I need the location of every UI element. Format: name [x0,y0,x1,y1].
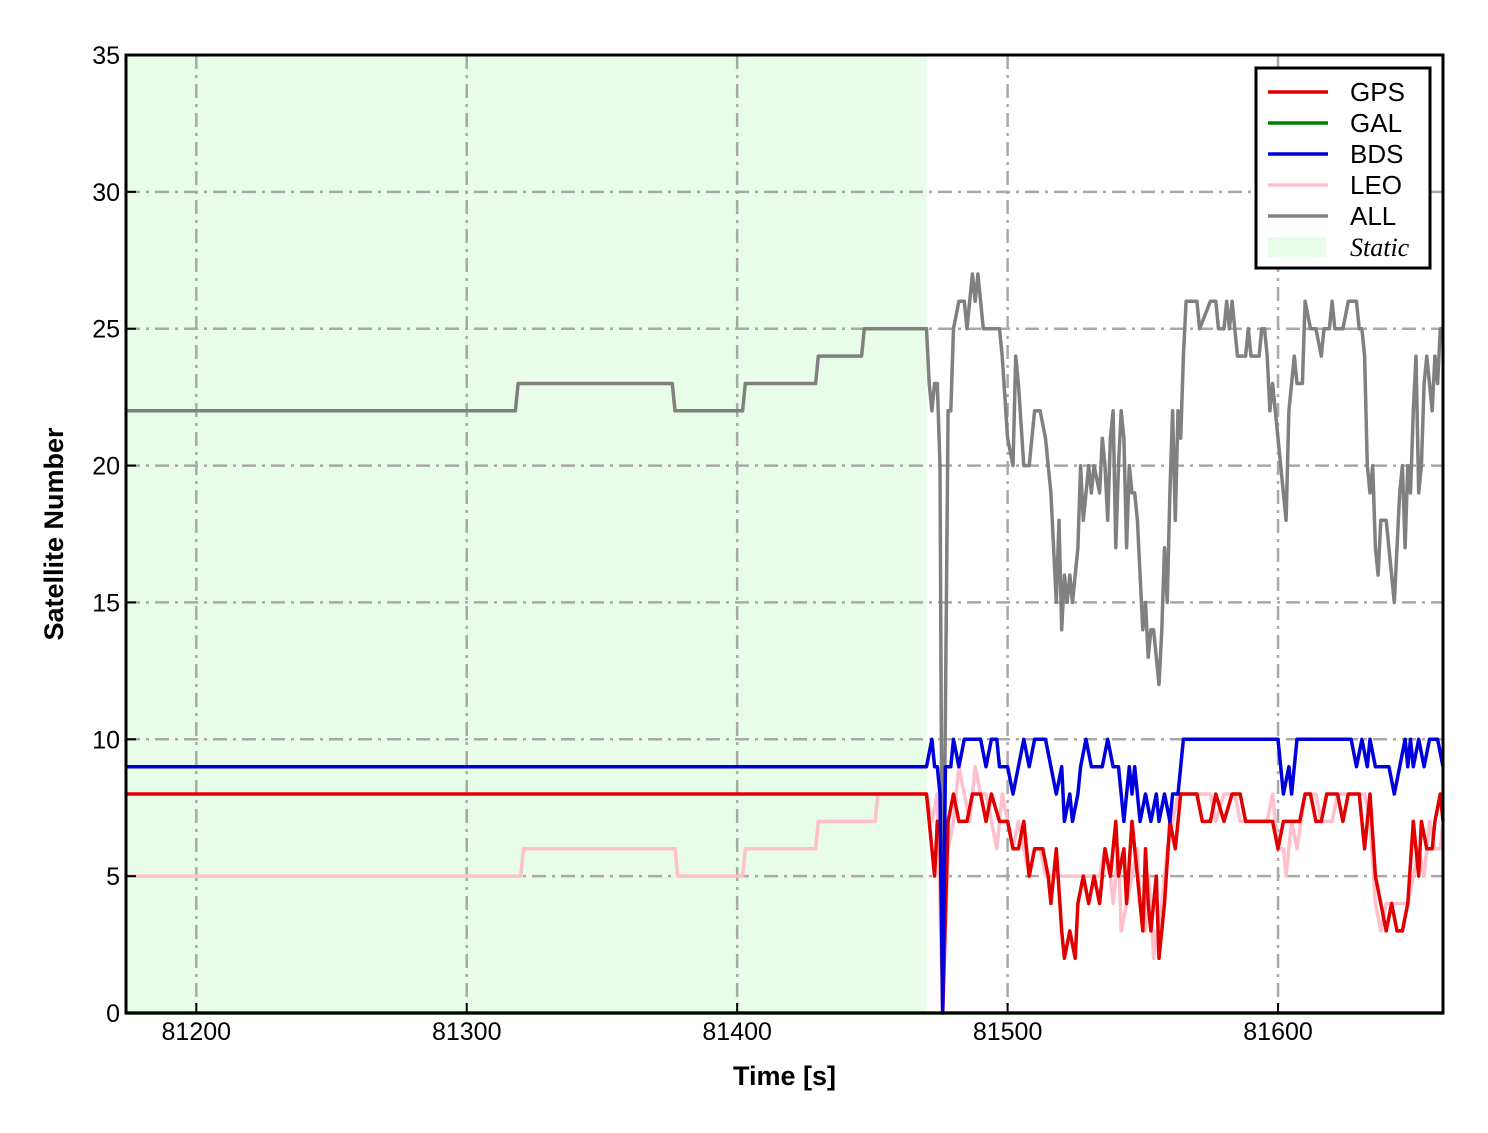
legend-swatch-static [1268,237,1326,257]
y-tick-label: 25 [92,316,120,344]
legend-label-gps: GPS [1350,77,1405,107]
legend-label-static: Static [1350,233,1410,262]
x-tick-label: 81400 [702,1018,772,1046]
y-tick-label: 15 [92,589,120,617]
legend-box [1254,66,1432,270]
legend-label-gal: GAL [1350,108,1402,138]
x-tick-label: 81500 [973,1018,1043,1046]
shaded-region-static [126,55,927,1013]
y-tick-label: 30 [92,179,120,207]
series-line-gps [126,792,1445,1015]
grid-layer [126,55,1443,1013]
x-axis-title: Time [s] [733,1061,836,1091]
x-tick-label: 81600 [1243,1018,1313,1046]
y-tick-label: 20 [92,453,120,481]
y-tick-label: 5 [106,863,120,891]
y-axis-title: Satellite Number [39,427,69,641]
legend-label-leo: LEO [1350,170,1402,200]
x-tick-label: 81300 [432,1018,502,1046]
y-tick-label: 10 [92,726,120,754]
plot-frame [124,53,1445,1015]
tick-layer: 81200 81300 81400 81500 81600 0 5 10 15 20 25 30 35 [92,42,1313,1046]
y-tick-label: 0 [106,1000,120,1028]
y-tick-label: 35 [92,42,120,70]
shaded-region-layer [126,55,927,1013]
legend-label-bds: BDS [1350,139,1403,169]
legend-label-all: ALL [1350,201,1396,231]
series-line-bds [126,737,1445,1015]
x-tick-label: 81200 [162,1018,232,1046]
series-line-all [126,272,1443,1015]
